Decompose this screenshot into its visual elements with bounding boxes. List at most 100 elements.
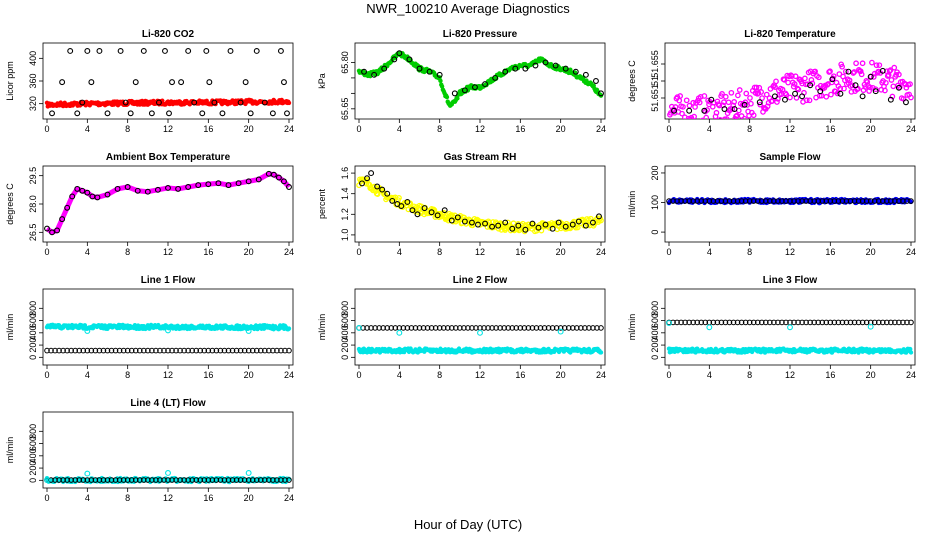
data-point — [698, 198, 705, 204]
data-point — [245, 470, 252, 476]
data-point — [461, 87, 468, 94]
y-tick-label: 1.6 — [340, 167, 350, 180]
data-point — [44, 225, 50, 232]
data-point — [671, 107, 677, 114]
chart-panel: Gas Stream RH 0 4 8 12 16 20 24 1.0 1.2 1.4 1.6 perc… — [317, 152, 606, 257]
data-point — [847, 319, 854, 326]
data-point — [72, 347, 79, 354]
data-point — [746, 198, 753, 204]
data-point — [521, 325, 528, 331]
data-point — [772, 84, 778, 90]
data-point — [205, 347, 212, 354]
data-point — [122, 99, 129, 106]
plot-frame — [42, 165, 294, 243]
data-point — [424, 325, 431, 331]
y-tick-label: 400 — [28, 51, 38, 66]
data-point — [827, 319, 834, 326]
y-axis-label: kPa — [317, 73, 327, 89]
data-point — [670, 198, 676, 204]
data-point — [104, 191, 111, 198]
data-point — [582, 71, 589, 78]
x-tick-label: 24 — [284, 493, 294, 503]
data-point — [685, 120, 689, 124]
page-title: NWR_100210 Average Diagnostics — [366, 1, 570, 16]
data-point — [859, 60, 866, 67]
data-point — [541, 325, 548, 331]
data-point — [703, 114, 710, 119]
data-point — [400, 325, 407, 331]
series-averages-high- — [666, 319, 914, 326]
data-point — [792, 73, 799, 80]
data-point — [132, 477, 139, 483]
data-point — [791, 319, 797, 326]
data-point — [847, 198, 854, 204]
data-point — [593, 78, 599, 84]
data-point — [731, 99, 738, 105]
data-point — [702, 198, 709, 204]
data-point — [104, 110, 111, 117]
data-point — [519, 220, 526, 227]
data-point — [686, 319, 692, 326]
data-point — [827, 198, 834, 204]
data-point — [374, 183, 381, 190]
data-point — [388, 325, 395, 331]
data-point — [522, 226, 529, 233]
data-point — [855, 198, 862, 204]
data-point — [48, 347, 54, 354]
data-point — [666, 320, 672, 326]
y-tick-label: 600 — [650, 313, 660, 328]
data-point — [513, 325, 520, 331]
data-point — [688, 114, 695, 119]
data-point — [213, 347, 220, 354]
y-tick-label: 200 — [650, 165, 660, 180]
data-point — [396, 195, 402, 201]
plot-area — [666, 196, 914, 206]
data-point — [702, 319, 709, 326]
data-point — [532, 62, 539, 69]
x-tick-label: 12 — [785, 247, 795, 257]
data-point — [465, 325, 471, 331]
x-tick-label: 0 — [356, 370, 361, 380]
data-point — [561, 325, 568, 331]
x-tick-label: 12 — [163, 493, 173, 503]
data-point — [189, 477, 195, 483]
data-point — [199, 110, 206, 117]
data-point — [278, 477, 284, 483]
x-tick-label: 16 — [825, 124, 835, 134]
data-point — [140, 48, 147, 54]
data-point — [489, 325, 495, 331]
y-tick-label: 28.0 — [28, 195, 38, 213]
data-point — [145, 477, 151, 483]
series-averages — [44, 477, 292, 483]
data-point — [742, 198, 749, 204]
x-tick-label: 24 — [596, 247, 606, 257]
data-point — [227, 48, 234, 54]
data-point — [896, 198, 902, 204]
data-point — [735, 92, 741, 99]
data-point — [807, 319, 813, 326]
data-point — [808, 77, 815, 83]
data-point — [278, 347, 284, 354]
data-point — [908, 319, 914, 326]
data-point — [687, 116, 694, 119]
y-tick-label: 65.65 — [340, 98, 350, 121]
x-tick-label: 20 — [556, 370, 566, 380]
x-tick-label: 8 — [125, 493, 130, 503]
data-point — [781, 77, 788, 83]
chart-title: Ambient Box Temperature — [106, 152, 231, 163]
x-tick-label: 16 — [515, 247, 525, 257]
data-point — [269, 110, 276, 117]
data-point — [722, 93, 729, 100]
y-tick-label: 800 — [28, 424, 38, 439]
data-point — [843, 198, 850, 204]
chart-panel: Li-820 Temperature 0 4 8 12 16 20 24 51.6515151.… — [627, 29, 916, 134]
data-point — [701, 93, 708, 99]
data-point — [457, 325, 463, 331]
x-tick-label: 20 — [866, 247, 876, 257]
data-point — [124, 347, 131, 354]
data-point — [879, 67, 886, 74]
data-point — [412, 325, 419, 331]
data-point — [145, 347, 151, 354]
data-point — [79, 99, 86, 106]
